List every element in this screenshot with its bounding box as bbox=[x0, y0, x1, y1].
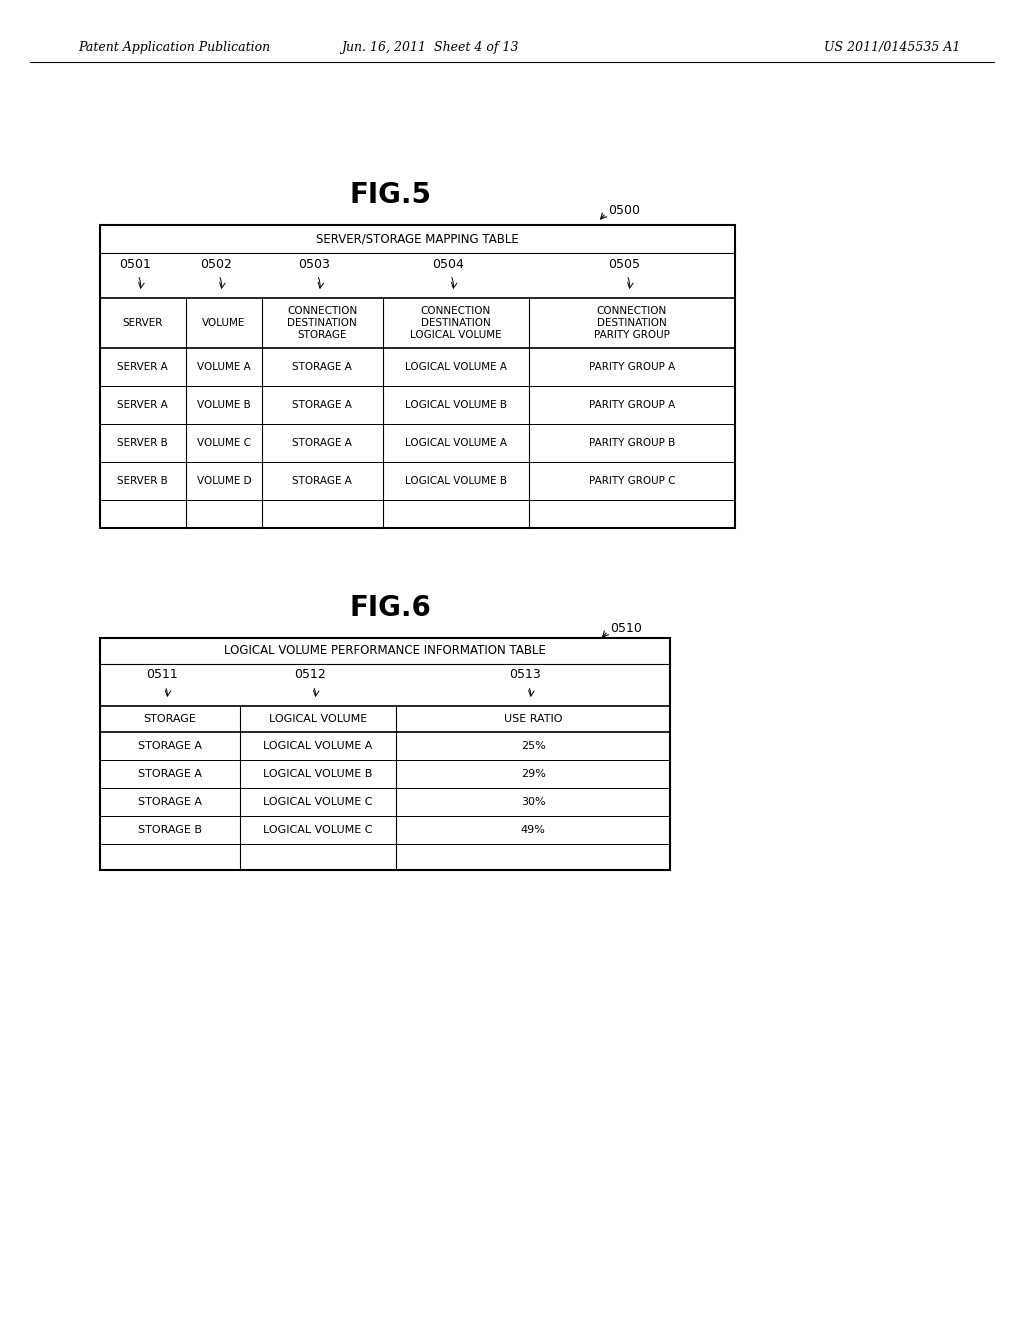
Text: Jun. 16, 2011  Sheet 4 of 13: Jun. 16, 2011 Sheet 4 of 13 bbox=[341, 41, 519, 54]
Text: SERVER A: SERVER A bbox=[118, 362, 168, 372]
Text: STORAGE A: STORAGE A bbox=[292, 477, 352, 486]
Text: VOLUME D: VOLUME D bbox=[197, 477, 251, 486]
Text: 0503: 0503 bbox=[298, 257, 330, 271]
Text: 0500: 0500 bbox=[608, 203, 640, 216]
Text: VOLUME A: VOLUME A bbox=[197, 362, 251, 372]
Text: FIG.6: FIG.6 bbox=[349, 594, 431, 622]
Text: STORAGE A: STORAGE A bbox=[138, 797, 202, 807]
Text: CONNECTION
DESTINATION
STORAGE: CONNECTION DESTINATION STORAGE bbox=[287, 306, 357, 341]
Text: LOGICAL VOLUME A: LOGICAL VOLUME A bbox=[404, 438, 507, 447]
Text: VOLUME: VOLUME bbox=[202, 318, 246, 327]
Text: 0511: 0511 bbox=[146, 668, 178, 681]
Text: USE RATIO: USE RATIO bbox=[504, 714, 562, 723]
Text: 0504: 0504 bbox=[432, 257, 464, 271]
Text: PARITY GROUP A: PARITY GROUP A bbox=[589, 362, 675, 372]
Text: 0502: 0502 bbox=[200, 257, 231, 271]
Text: STORAGE A: STORAGE A bbox=[292, 362, 352, 372]
Text: STORAGE: STORAGE bbox=[143, 714, 197, 723]
Text: PARITY GROUP B: PARITY GROUP B bbox=[589, 438, 675, 447]
Text: LOGICAL VOLUME B: LOGICAL VOLUME B bbox=[404, 400, 507, 411]
Text: 0512: 0512 bbox=[294, 668, 326, 681]
Text: CONNECTION
DESTINATION
LOGICAL VOLUME: CONNECTION DESTINATION LOGICAL VOLUME bbox=[410, 306, 502, 341]
Text: CONNECTION
DESTINATION
PARITY GROUP: CONNECTION DESTINATION PARITY GROUP bbox=[594, 306, 670, 341]
Text: PARITY GROUP A: PARITY GROUP A bbox=[589, 400, 675, 411]
Text: US 2011/0145535 A1: US 2011/0145535 A1 bbox=[823, 41, 961, 54]
Text: SERVER: SERVER bbox=[123, 318, 163, 327]
Text: SERVER B: SERVER B bbox=[118, 438, 168, 447]
Bar bbox=[100, 638, 670, 870]
Text: 0501: 0501 bbox=[119, 257, 151, 271]
Text: LOGICAL VOLUME B: LOGICAL VOLUME B bbox=[263, 770, 373, 779]
Text: VOLUME B: VOLUME B bbox=[197, 400, 251, 411]
Text: 29%: 29% bbox=[521, 770, 546, 779]
Text: LOGICAL VOLUME PERFORMANCE INFORMATION TABLE: LOGICAL VOLUME PERFORMANCE INFORMATION T… bbox=[224, 644, 546, 657]
Text: LOGICAL VOLUME C: LOGICAL VOLUME C bbox=[263, 825, 373, 836]
Text: 0505: 0505 bbox=[608, 257, 640, 271]
Text: PARITY GROUP C: PARITY GROUP C bbox=[589, 477, 675, 486]
Text: SERVER B: SERVER B bbox=[118, 477, 168, 486]
Text: STORAGE A: STORAGE A bbox=[292, 400, 352, 411]
Text: VOLUME C: VOLUME C bbox=[197, 438, 251, 447]
Text: FIG.5: FIG.5 bbox=[349, 181, 431, 209]
Text: STORAGE A: STORAGE A bbox=[292, 438, 352, 447]
Text: 25%: 25% bbox=[521, 741, 546, 751]
Text: Patent Application Publication: Patent Application Publication bbox=[78, 41, 270, 54]
Text: LOGICAL VOLUME A: LOGICAL VOLUME A bbox=[263, 741, 373, 751]
Text: LOGICAL VOLUME B: LOGICAL VOLUME B bbox=[404, 477, 507, 486]
Text: SERVER A: SERVER A bbox=[118, 400, 168, 411]
Text: STORAGE B: STORAGE B bbox=[138, 825, 202, 836]
Text: STORAGE A: STORAGE A bbox=[138, 741, 202, 751]
Text: 30%: 30% bbox=[521, 797, 546, 807]
Text: LOGICAL VOLUME A: LOGICAL VOLUME A bbox=[404, 362, 507, 372]
Text: 0510: 0510 bbox=[610, 622, 642, 635]
Bar bbox=[100, 224, 735, 528]
Text: SERVER/STORAGE MAPPING TABLE: SERVER/STORAGE MAPPING TABLE bbox=[316, 232, 519, 246]
Text: LOGICAL VOLUME: LOGICAL VOLUME bbox=[269, 714, 368, 723]
Text: 49%: 49% bbox=[521, 825, 546, 836]
Text: STORAGE A: STORAGE A bbox=[138, 770, 202, 779]
Text: LOGICAL VOLUME C: LOGICAL VOLUME C bbox=[263, 797, 373, 807]
Text: 0513: 0513 bbox=[509, 668, 541, 681]
